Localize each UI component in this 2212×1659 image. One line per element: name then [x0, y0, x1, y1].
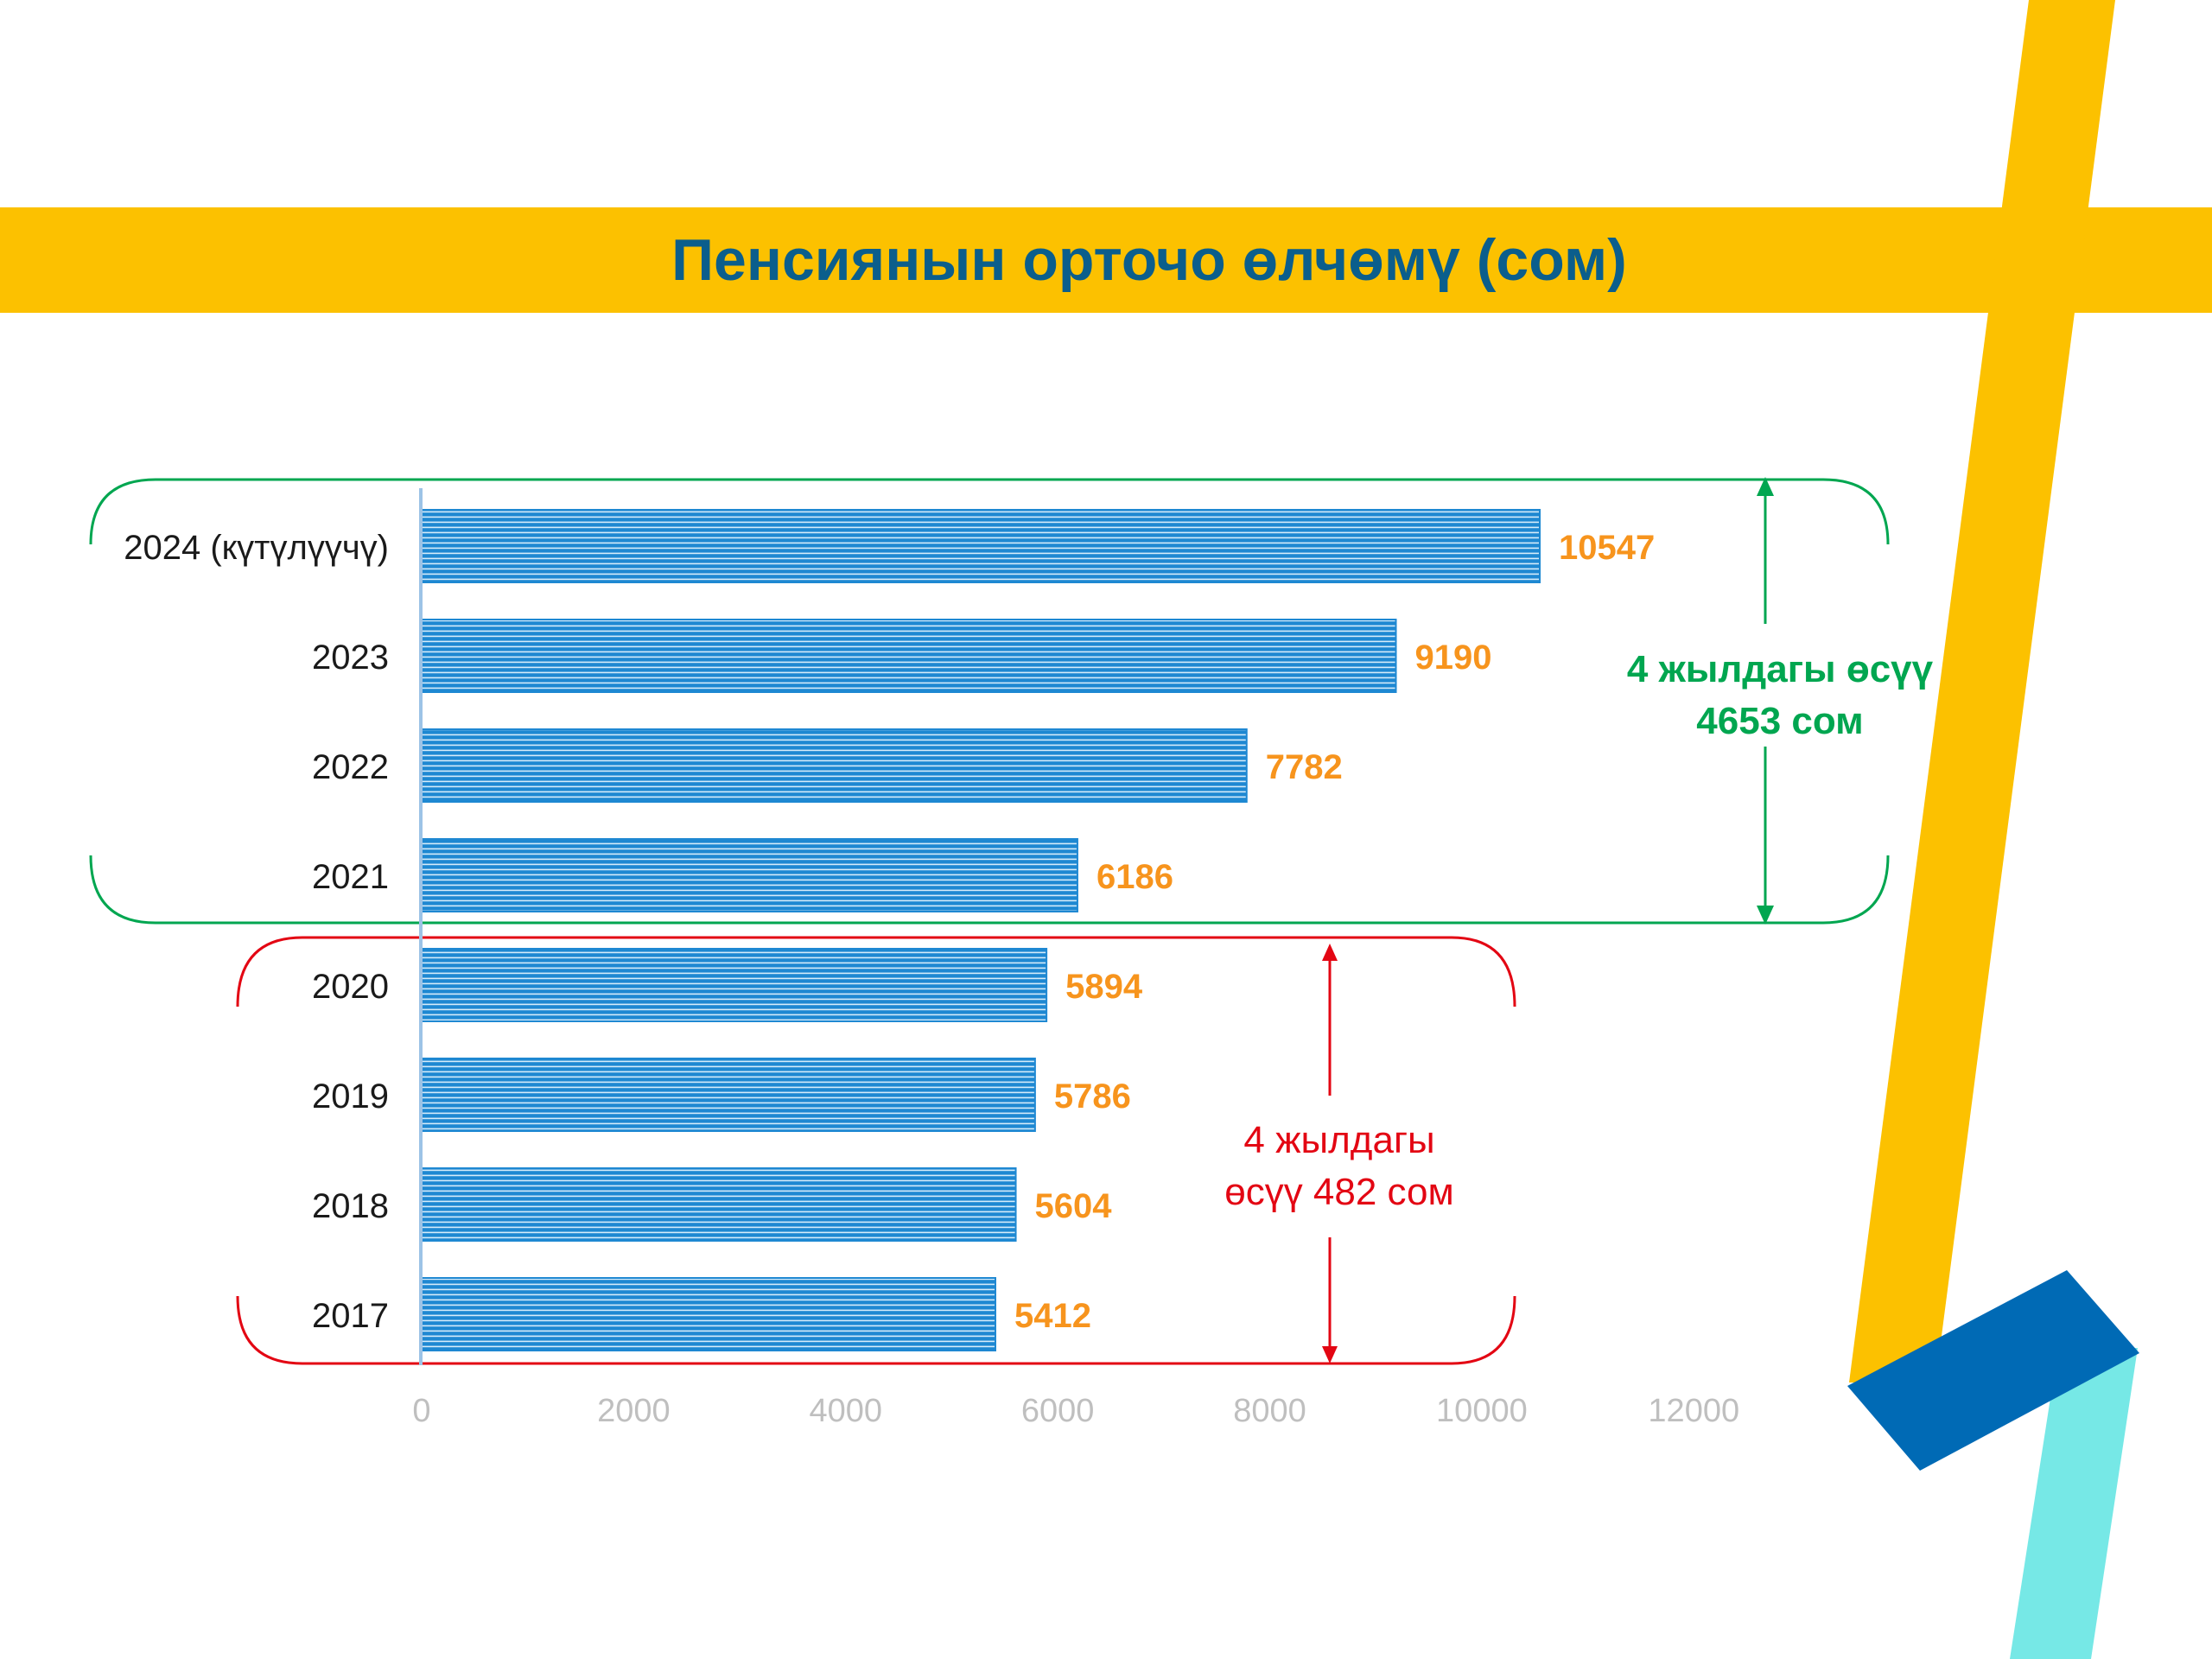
x-tick-label-3: 6000 — [1021, 1393, 1095, 1429]
x-tick-label-1: 2000 — [597, 1393, 671, 1429]
red-annotation-line1: 4 жылдагы — [1243, 1119, 1435, 1161]
red-annotation-line2: өсүү 482 сом — [1224, 1171, 1454, 1213]
red-arrow-head-down — [1322, 1346, 1338, 1363]
deco-blue-block — [1847, 1270, 2139, 1471]
green-annotation-line1: 4 жылдагы өсүү — [1626, 648, 1934, 690]
value-label-4: 5894 — [1065, 968, 1143, 1006]
value-label-6: 5604 — [1035, 1187, 1113, 1225]
value-label-1: 9190 — [1415, 639, 1492, 677]
green-arrow-head-up — [1757, 477, 1774, 496]
red-arrow-head-up — [1322, 944, 1338, 961]
green-bracket-bottom — [89, 855, 1890, 925]
green-bracket — [89, 478, 1890, 545]
green-arrow-head-down — [1757, 906, 1774, 925]
bar-3 — [422, 839, 1077, 912]
bar-1 — [422, 620, 1396, 692]
category-label-0: 2024 (күтүлүүчү) — [124, 529, 389, 567]
red-bracket-top — [236, 936, 1516, 1007]
category-label-2: 2022 — [312, 748, 389, 786]
x-tick-label-2: 4000 — [809, 1393, 882, 1429]
deco-cyan-ribbon — [2010, 1348, 2138, 1659]
bar-2 — [422, 729, 1247, 802]
green-growth-annotation: 4 жылдагы өсүү 4653 сом — [1590, 644, 1970, 747]
value-label-7: 5412 — [1014, 1297, 1091, 1335]
x-tick-label-0: 0 — [412, 1393, 430, 1429]
x-tick-label-5: 10000 — [1436, 1393, 1528, 1429]
bar-0 — [422, 510, 1540, 582]
bar-6 — [422, 1168, 1016, 1241]
category-label-3: 2021 — [312, 858, 389, 896]
red-bracket-bottom — [236, 1295, 1516, 1365]
category-label-5: 2019 — [312, 1077, 389, 1116]
category-label-1: 2023 — [312, 639, 389, 677]
value-label-2: 7782 — [1266, 748, 1343, 786]
value-label-0: 10547 — [1559, 529, 1655, 567]
title-band — [0, 207, 2212, 313]
bar-7 — [422, 1278, 995, 1351]
deco-yellow-ribbon — [1849, 0, 2115, 1382]
bar-5 — [422, 1058, 1035, 1131]
green-annotation-line2: 4653 сом — [1696, 700, 1864, 742]
page-title: Пенсиянын орточо өлчөмү (сом) — [671, 227, 1627, 293]
value-label-3: 6186 — [1096, 858, 1173, 896]
x-tick-label-6: 12000 — [1648, 1393, 1739, 1429]
category-label-6: 2018 — [312, 1187, 389, 1225]
x-tick-label-4: 8000 — [1233, 1393, 1306, 1429]
category-label-4: 2020 — [312, 968, 389, 1006]
red-growth-annotation: 4 жылдагы өсүү 482 сом — [1175, 1115, 1503, 1218]
value-label-5: 5786 — [1054, 1077, 1131, 1116]
bar-4 — [422, 949, 1047, 1021]
category-label-7: 2017 — [312, 1297, 389, 1335]
